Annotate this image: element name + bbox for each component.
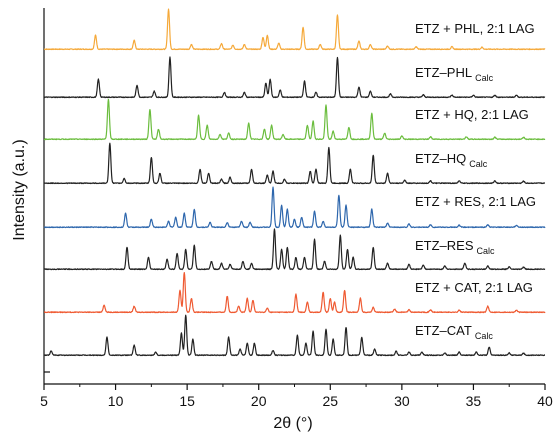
x-tick-label: 30 bbox=[394, 393, 410, 409]
x-axis-label: 2θ (°) bbox=[273, 415, 312, 432]
pattern-trace bbox=[43, 142, 546, 185]
pattern-label: ETZ + PHL, 2:1 LAG bbox=[415, 21, 535, 36]
pattern-label-main: ETZ + RES, 2:1 LAG bbox=[415, 194, 536, 209]
pattern-label-subscript: Calc bbox=[475, 73, 494, 83]
pattern-label: ETZ + HQ, 2:1 LAG bbox=[415, 107, 529, 122]
pattern-label-main: ETZ + CAT, 2:1 LAG bbox=[415, 280, 533, 295]
pattern-label-subscript: Calc bbox=[469, 159, 488, 169]
pattern-label-main: ETZ–PHL bbox=[415, 65, 472, 80]
x-tick-label: 5 bbox=[40, 393, 48, 409]
x-tick-label: 15 bbox=[179, 393, 195, 409]
pattern-traces bbox=[43, 8, 546, 357]
pattern-trace bbox=[43, 98, 546, 141]
pattern-label: ETZ–HQ Calc bbox=[415, 151, 488, 169]
pattern-label-main: ETZ + HQ, 2:1 LAG bbox=[415, 107, 529, 122]
pattern-label: ETZ–RES Calc bbox=[415, 238, 495, 256]
pattern-label: ETZ + CAT, 2:1 LAG bbox=[415, 280, 533, 295]
x-ticks: 5 10 15 20 25 30 35 40 bbox=[40, 384, 553, 409]
pattern-label-main: ETZ–HQ bbox=[415, 151, 466, 166]
pattern-label-main: ETZ–CAT bbox=[415, 323, 472, 338]
pattern-label-main: ETZ + PHL, 2:1 LAG bbox=[415, 21, 535, 36]
pattern-label: ETZ + RES, 2:1 LAG bbox=[415, 194, 536, 209]
x-tick-label: 20 bbox=[251, 393, 267, 409]
pattern-trace bbox=[43, 8, 546, 51]
x-tick-label: 35 bbox=[466, 393, 482, 409]
pattern-trace bbox=[43, 271, 546, 314]
x-tick-label: 40 bbox=[537, 393, 553, 409]
pattern-label-subscript: Calc bbox=[477, 246, 496, 256]
pattern-label: ETZ–PHL Calc bbox=[415, 65, 494, 83]
pattern-trace bbox=[43, 314, 546, 357]
x-tick-label: 25 bbox=[322, 393, 338, 409]
pattern-trace bbox=[43, 228, 546, 271]
pattern-trace bbox=[43, 56, 546, 99]
pattern-label: ETZ–CAT Calc bbox=[415, 323, 493, 341]
pattern-label-subscript: Calc bbox=[475, 331, 494, 341]
pattern-label-main: ETZ–RES bbox=[415, 238, 474, 253]
y-axis-label: Intensity (a.u.) bbox=[11, 139, 28, 240]
x-tick-label: 10 bbox=[108, 393, 124, 409]
pattern-trace bbox=[43, 186, 546, 229]
